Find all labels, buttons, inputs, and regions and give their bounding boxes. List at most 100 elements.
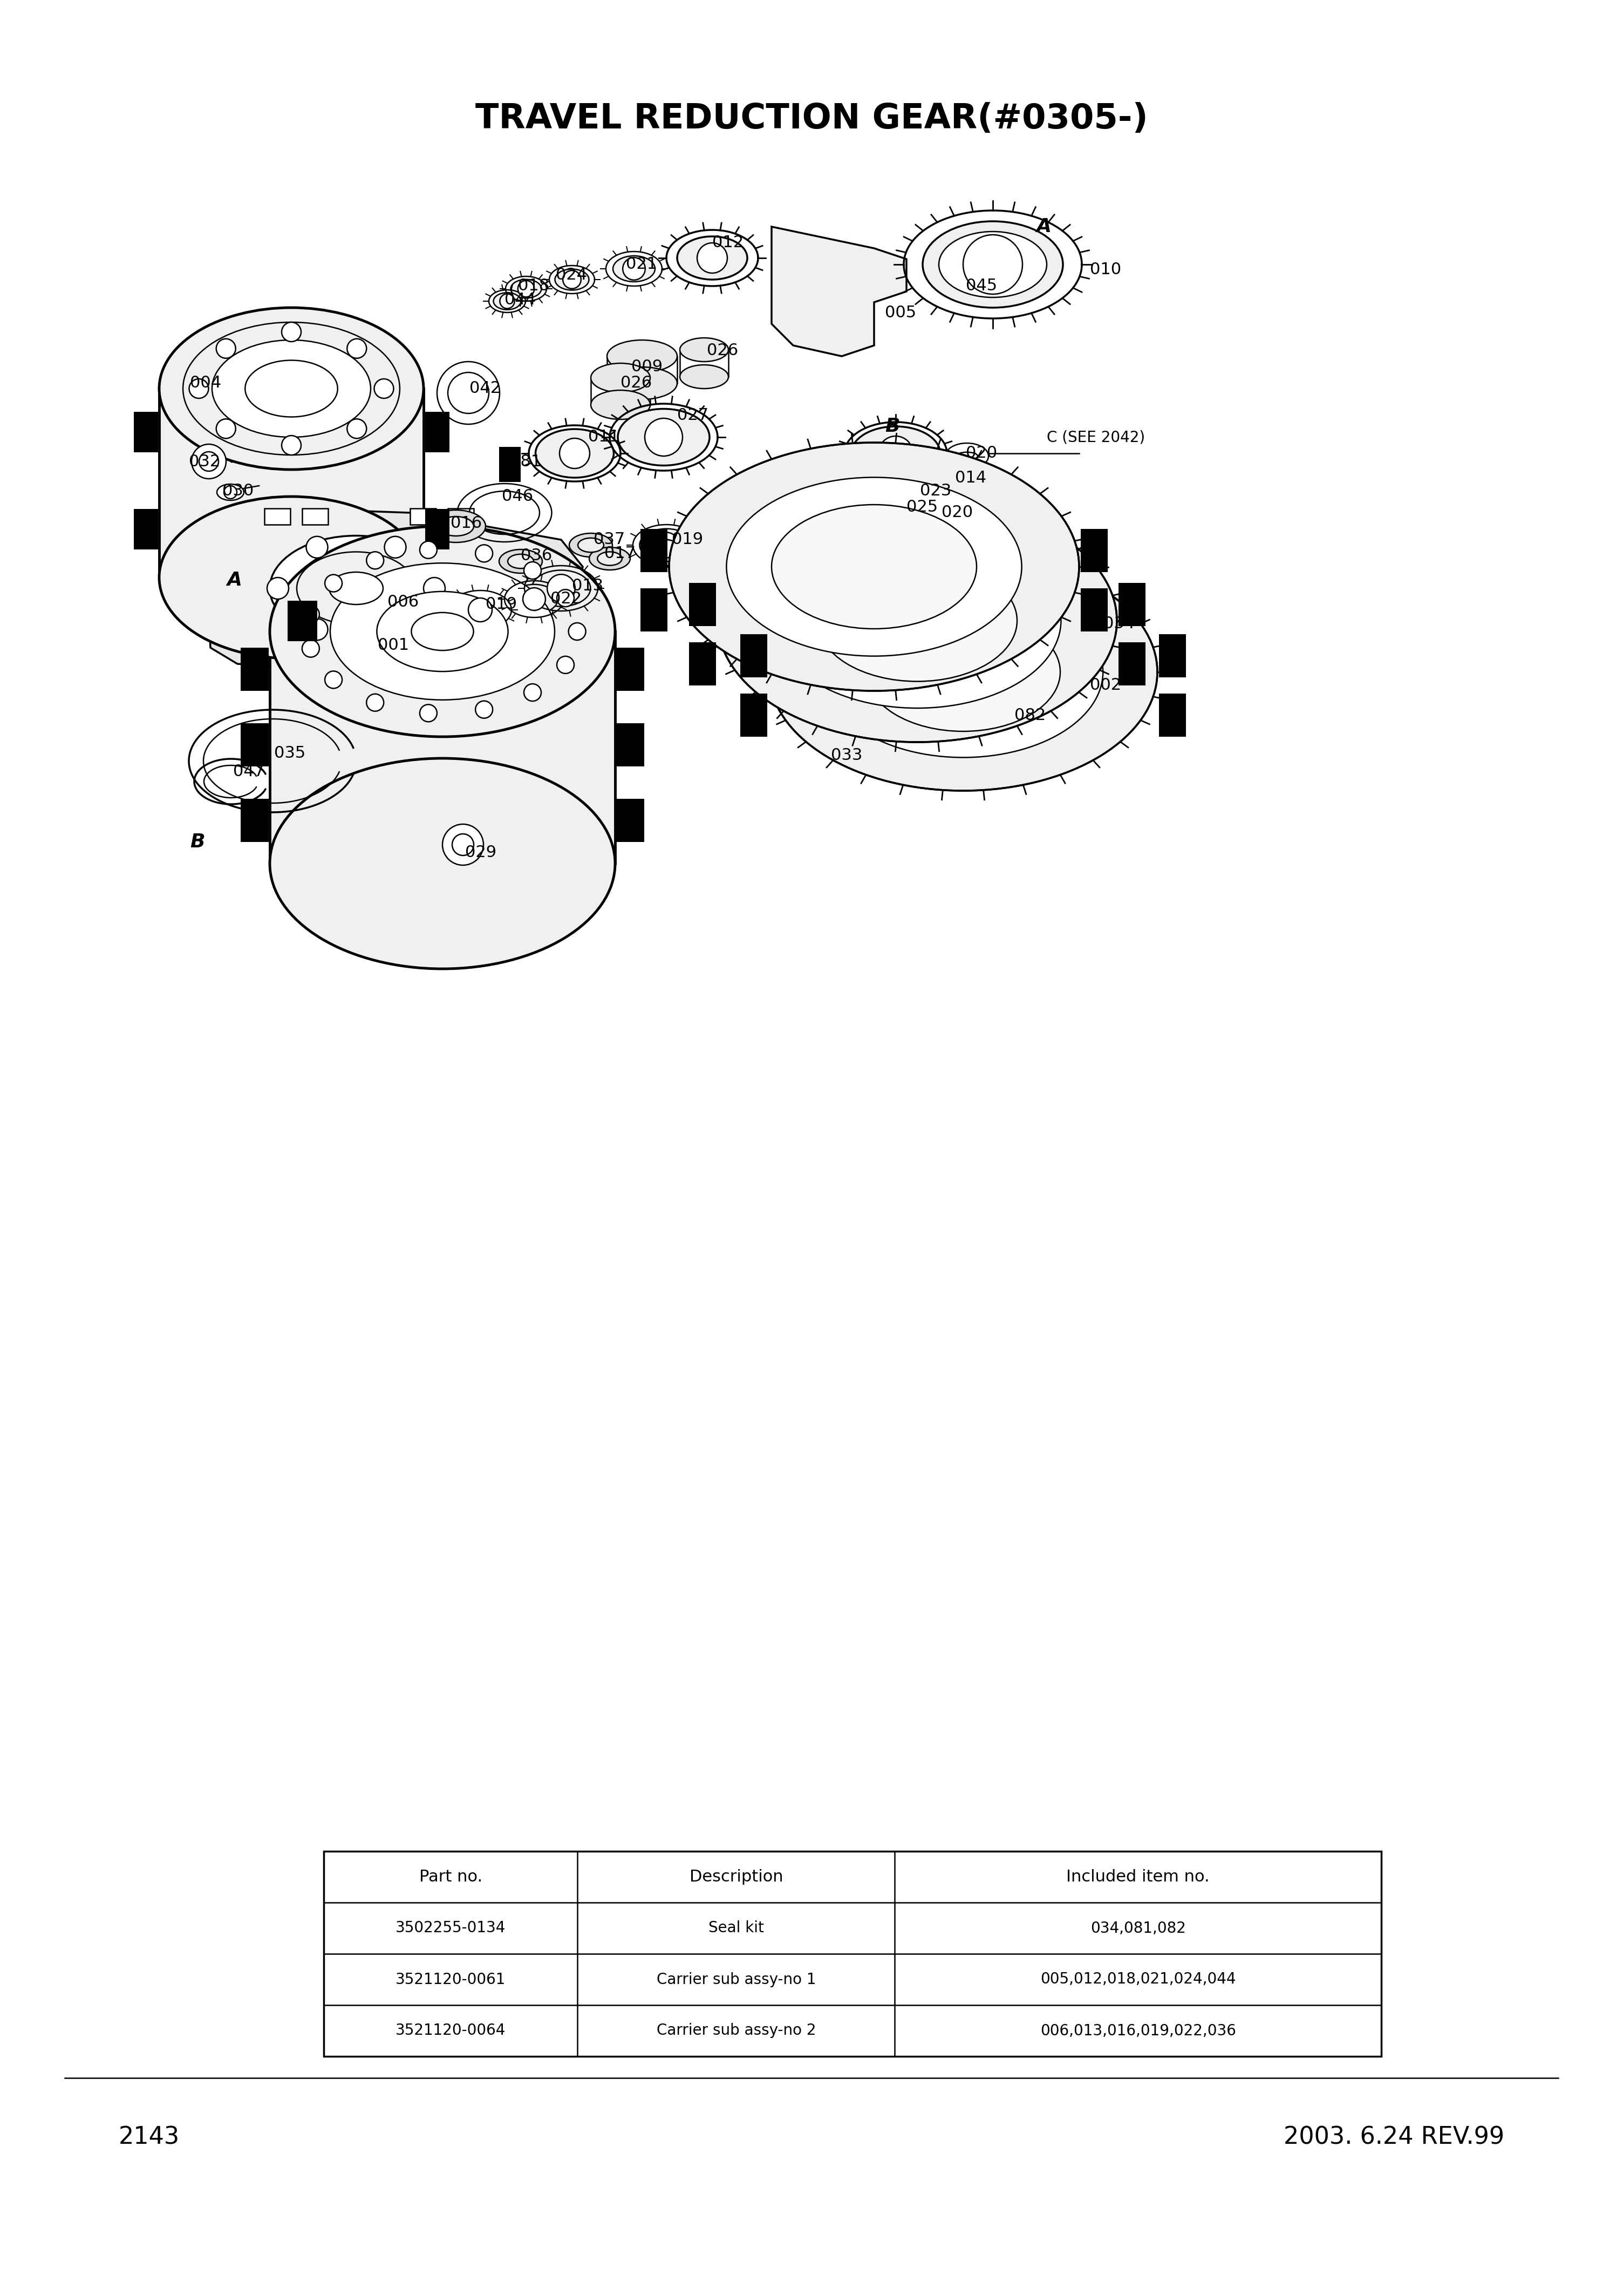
Ellipse shape — [427, 510, 485, 542]
Ellipse shape — [217, 484, 243, 501]
Bar — [1118, 583, 1146, 627]
Ellipse shape — [613, 255, 656, 282]
Circle shape — [568, 622, 586, 641]
Text: 029: 029 — [466, 845, 497, 861]
Ellipse shape — [500, 549, 542, 574]
Bar — [133, 510, 157, 549]
Polygon shape — [771, 227, 907, 356]
Bar — [690, 643, 716, 687]
Ellipse shape — [438, 517, 474, 535]
Bar — [1081, 588, 1109, 631]
Circle shape — [518, 280, 534, 296]
Bar — [1159, 634, 1186, 677]
Text: C (SEE 2042): C (SEE 2042) — [1047, 429, 1144, 445]
Circle shape — [448, 372, 489, 413]
Ellipse shape — [511, 280, 542, 298]
Circle shape — [302, 606, 320, 622]
Text: 082: 082 — [1014, 707, 1045, 723]
Circle shape — [420, 542, 437, 558]
Text: 009: 009 — [631, 358, 662, 374]
Circle shape — [282, 436, 302, 455]
Text: 032: 032 — [188, 455, 221, 468]
Text: 033: 033 — [831, 748, 862, 765]
Circle shape — [224, 487, 237, 498]
Circle shape — [557, 590, 575, 606]
Circle shape — [563, 271, 581, 289]
Circle shape — [302, 641, 320, 657]
Text: 044: 044 — [505, 292, 536, 308]
Ellipse shape — [618, 409, 709, 466]
Text: 014: 014 — [954, 471, 987, 484]
Text: 002: 002 — [1091, 677, 1121, 693]
Text: 035: 035 — [274, 746, 305, 760]
Ellipse shape — [159, 308, 424, 471]
Ellipse shape — [680, 338, 729, 360]
Circle shape — [524, 563, 540, 579]
Ellipse shape — [555, 269, 589, 289]
Ellipse shape — [213, 340, 370, 436]
Circle shape — [347, 418, 367, 439]
Bar — [302, 507, 328, 523]
Text: 005,012,018,021,024,044: 005,012,018,021,024,044 — [1040, 1972, 1235, 1986]
Ellipse shape — [508, 553, 534, 569]
Ellipse shape — [329, 572, 383, 604]
Ellipse shape — [510, 585, 558, 613]
Ellipse shape — [901, 480, 940, 505]
Bar — [690, 583, 716, 627]
Text: 030: 030 — [222, 484, 253, 498]
Ellipse shape — [867, 613, 1060, 732]
Bar — [287, 602, 316, 641]
Circle shape — [476, 544, 493, 563]
Polygon shape — [269, 631, 615, 863]
Circle shape — [192, 443, 226, 480]
Bar — [617, 647, 644, 691]
Text: 3521120-0061: 3521120-0061 — [396, 1972, 506, 1986]
Ellipse shape — [589, 546, 630, 569]
Circle shape — [453, 833, 474, 856]
Ellipse shape — [639, 528, 693, 563]
Circle shape — [420, 705, 437, 721]
Ellipse shape — [411, 613, 474, 650]
Circle shape — [307, 537, 328, 558]
Circle shape — [347, 340, 367, 358]
Circle shape — [325, 574, 342, 592]
Ellipse shape — [159, 496, 424, 659]
Ellipse shape — [823, 585, 1104, 758]
Bar — [425, 510, 450, 549]
Text: TRAVEL REDUCTION GEAR(#0305-): TRAVEL REDUCTION GEAR(#0305-) — [476, 101, 1147, 135]
Bar — [617, 723, 644, 767]
Ellipse shape — [669, 443, 1079, 691]
Ellipse shape — [329, 563, 555, 700]
Bar — [425, 411, 450, 452]
Text: 046: 046 — [502, 489, 532, 505]
Circle shape — [547, 574, 575, 602]
Text: 024: 024 — [555, 266, 588, 282]
Text: 019: 019 — [672, 533, 703, 546]
Text: 019: 019 — [485, 597, 518, 613]
Circle shape — [443, 824, 484, 866]
Circle shape — [523, 588, 545, 611]
Ellipse shape — [911, 489, 930, 496]
Bar — [1081, 528, 1109, 572]
Polygon shape — [159, 388, 424, 579]
Ellipse shape — [532, 569, 591, 606]
Ellipse shape — [899, 503, 917, 510]
Ellipse shape — [607, 367, 677, 400]
Text: 017: 017 — [604, 546, 636, 560]
Text: Carrier sub assy-no 2: Carrier sub assy-no 2 — [656, 2023, 816, 2039]
Bar — [133, 411, 157, 452]
Ellipse shape — [607, 340, 677, 372]
Text: 036: 036 — [521, 549, 552, 565]
Circle shape — [654, 533, 678, 558]
Text: B: B — [885, 418, 899, 436]
Ellipse shape — [269, 535, 443, 641]
Circle shape — [469, 597, 492, 622]
Circle shape — [878, 436, 912, 471]
Polygon shape — [204, 507, 583, 673]
Bar — [448, 507, 474, 523]
Text: A: A — [227, 572, 242, 590]
Bar — [1159, 693, 1186, 737]
Circle shape — [962, 234, 1022, 294]
Bar — [641, 588, 667, 631]
Ellipse shape — [945, 443, 988, 468]
